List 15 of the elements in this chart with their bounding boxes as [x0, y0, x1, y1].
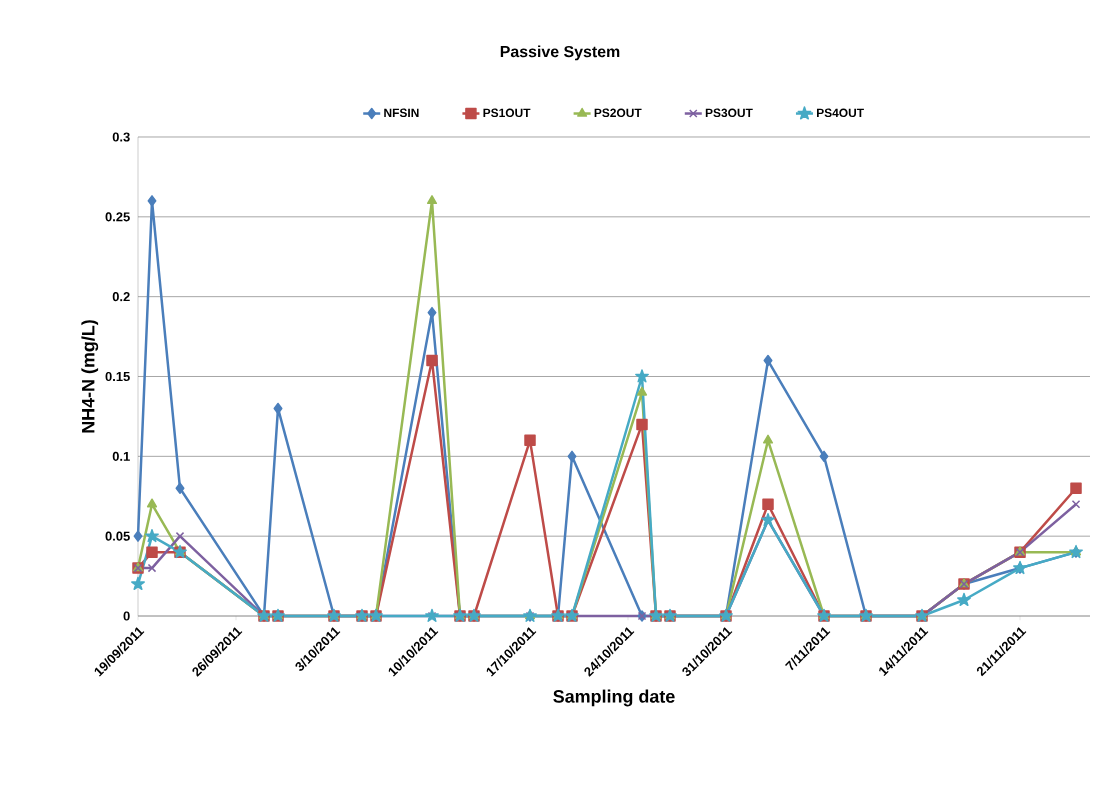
y-tick-label: 0.3: [112, 132, 130, 142]
legend-label: PS1OUT: [483, 108, 531, 118]
y-tick-label: 0: [123, 611, 130, 621]
y-tick-label: 0.2: [112, 292, 130, 302]
x-axis-title: Sampling date: [553, 689, 675, 707]
y-tick-label: 0.15: [105, 371, 130, 382]
legend-label: PS3OUT: [705, 108, 753, 118]
legend-label: PS2OUT: [594, 108, 642, 118]
y-tick-label: 0.1: [112, 451, 130, 461]
y-tick-label: 0.05: [105, 531, 130, 541]
chart-title: Passive System: [500, 45, 620, 61]
y-tick-label: 0.25: [105, 212, 130, 222]
y-axis-title: NH4-N (mg/L): [81, 320, 99, 433]
legend-label: NFSIN: [384, 108, 419, 118]
legend-label: PS4OUT: [817, 108, 864, 118]
